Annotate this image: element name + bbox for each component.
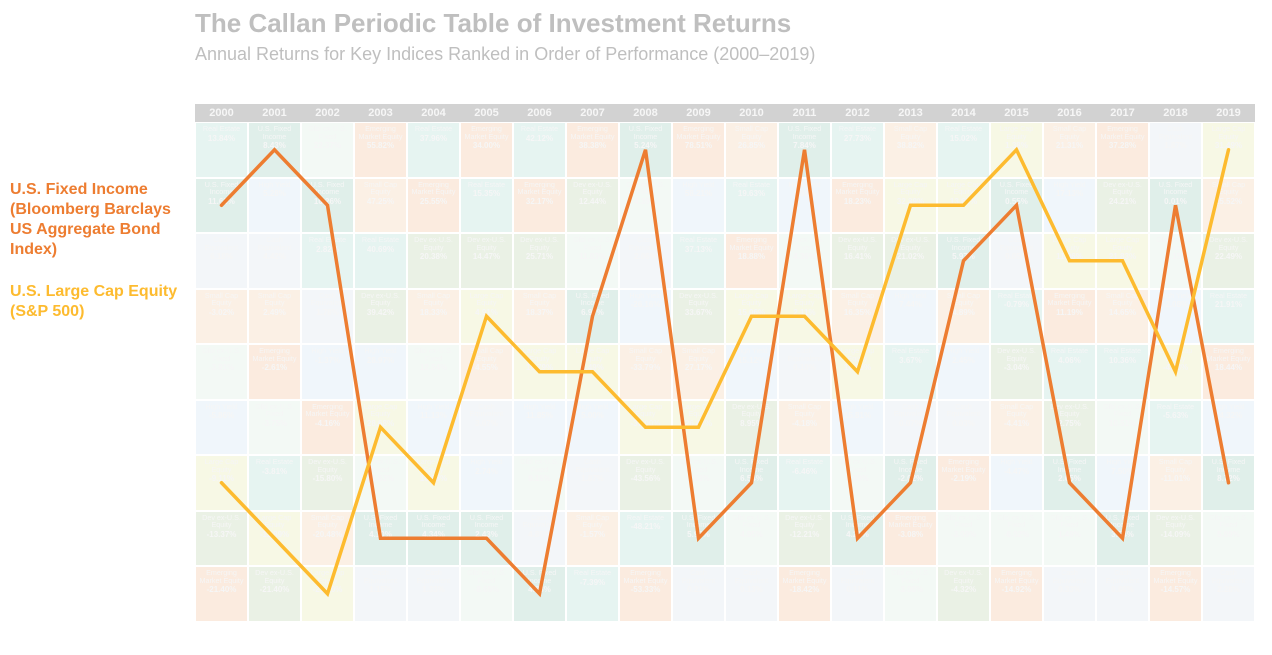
series-line-uslc	[222, 150, 1229, 594]
line-overlay	[0, 0, 1272, 655]
